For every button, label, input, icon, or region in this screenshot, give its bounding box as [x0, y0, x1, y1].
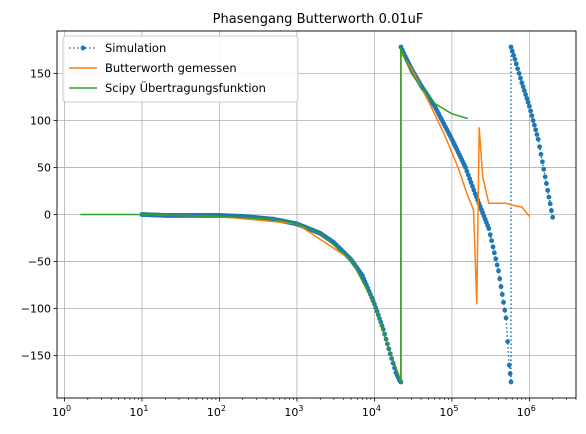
series-point-0 [490, 244, 496, 250]
y-tick-label: −100 [21, 303, 51, 316]
x-tick-base: 10 [362, 406, 376, 419]
x-tick-base: 10 [517, 406, 531, 419]
series-line-2 [80, 46, 468, 383]
series-point-0 [525, 99, 531, 105]
x-tick-exponent: 6 [531, 404, 536, 413]
series-point-0 [506, 362, 512, 368]
series-point-0 [485, 223, 491, 228]
series-point-0 [516, 70, 522, 76]
series-point-0 [519, 80, 525, 86]
y-tick-label: −150 [21, 350, 51, 363]
series-point-0 [533, 127, 539, 133]
x-tick-exponent: 4 [376, 404, 381, 413]
series-point-0 [512, 56, 518, 62]
series-point-0 [518, 75, 523, 81]
x-tick-exponent: 5 [453, 404, 458, 413]
series-point-0 [535, 136, 541, 142]
series-point-0 [489, 238, 495, 244]
x-tick-label: 103 [284, 404, 303, 419]
series-point-0 [505, 339, 511, 344]
x-tick-base: 10 [52, 406, 66, 419]
x-tick-label: 101 [129, 404, 148, 419]
series-point-0 [547, 201, 553, 207]
series-point-0 [508, 44, 514, 50]
x-tick-base: 10 [439, 406, 453, 419]
series-point-0 [498, 284, 504, 290]
series-point-0 [468, 180, 474, 185]
x-tick-exponent: 3 [298, 404, 303, 413]
series-point-0 [499, 292, 505, 297]
series-point-0 [537, 144, 542, 150]
x-tick-label: 105 [439, 404, 458, 419]
series-point-0 [545, 187, 551, 193]
x-tick-label: 100 [52, 404, 71, 419]
series-point-0 [529, 113, 535, 119]
series-point-0 [470, 183, 475, 189]
y-tick-label: 0 [44, 209, 51, 222]
series-point-0 [502, 307, 508, 313]
y-tick-label: 150 [30, 67, 51, 80]
series-point-0 [496, 268, 501, 274]
x-tick-base: 10 [284, 406, 298, 419]
plot-area [80, 44, 556, 385]
series-point-0 [448, 134, 453, 140]
x-tick-exponent: 2 [221, 404, 226, 413]
legend: Simulation Butterworth gemessen Scipy Über… [62, 35, 299, 103]
series-point-0 [521, 88, 527, 93]
series-point-0 [507, 371, 513, 376]
y-tick-label: −50 [28, 256, 51, 269]
series-point-0 [515, 66, 521, 72]
x-tick-label: 104 [362, 404, 381, 419]
series-point-0 [523, 92, 529, 97]
x-tick-base: 10 [207, 406, 221, 419]
chart-title: Phasengang Butterworth 0.01uF [213, 12, 424, 27]
series-point-0 [513, 61, 519, 67]
series-point-0 [542, 174, 548, 180]
series-point-0 [546, 194, 552, 200]
series-point-0 [549, 208, 554, 213]
series-point-0 [520, 84, 526, 90]
series-point-0 [491, 250, 497, 256]
series-point-0 [544, 181, 549, 187]
series-point-0 [464, 168, 470, 174]
series-point-0 [534, 132, 540, 137]
axis-ticks: 100 101 102 103 104 105 106−150−100−5005010015… [21, 67, 577, 419]
series-point-0 [524, 96, 530, 101]
series-point-0 [461, 162, 467, 168]
x-tick-exponent: 0 [66, 404, 71, 413]
series-point-0 [528, 108, 534, 114]
legend-label-1: Butterworth gemessen [105, 61, 237, 75]
series-point-0 [493, 256, 499, 262]
series-point-0 [526, 103, 532, 109]
y-tick-label: 50 [37, 161, 51, 174]
series-point-0 [541, 166, 547, 172]
series-point-0 [511, 52, 516, 58]
series-point-0 [467, 176, 473, 182]
series-point-0 [503, 315, 509, 321]
series-point-0 [487, 232, 493, 238]
legend-box [62, 35, 299, 103]
series-point-0 [508, 379, 514, 385]
series-point-0 [497, 276, 503, 282]
legend-label-0: Simulation [105, 41, 166, 55]
series-point-0 [465, 172, 471, 178]
legend-marker-0 [80, 45, 86, 51]
x-tick-base: 10 [129, 406, 143, 419]
series-point-0 [550, 214, 556, 220]
x-tick-exponent: 1 [143, 404, 148, 413]
y-tick-label: 100 [30, 114, 51, 127]
series-point-0 [494, 262, 500, 268]
series-point-0 [539, 159, 545, 165]
series-point-0 [532, 122, 537, 128]
series-point-0 [530, 117, 536, 123]
x-tick-label: 102 [207, 404, 226, 419]
series-point-0 [509, 48, 515, 54]
series-point-0 [501, 299, 506, 305]
series-point-0 [538, 151, 544, 157]
series-point-0 [471, 187, 477, 193]
x-tick-label: 106 [517, 404, 536, 419]
legend-label-2: Scipy Übertragungsfunktion [105, 79, 266, 95]
